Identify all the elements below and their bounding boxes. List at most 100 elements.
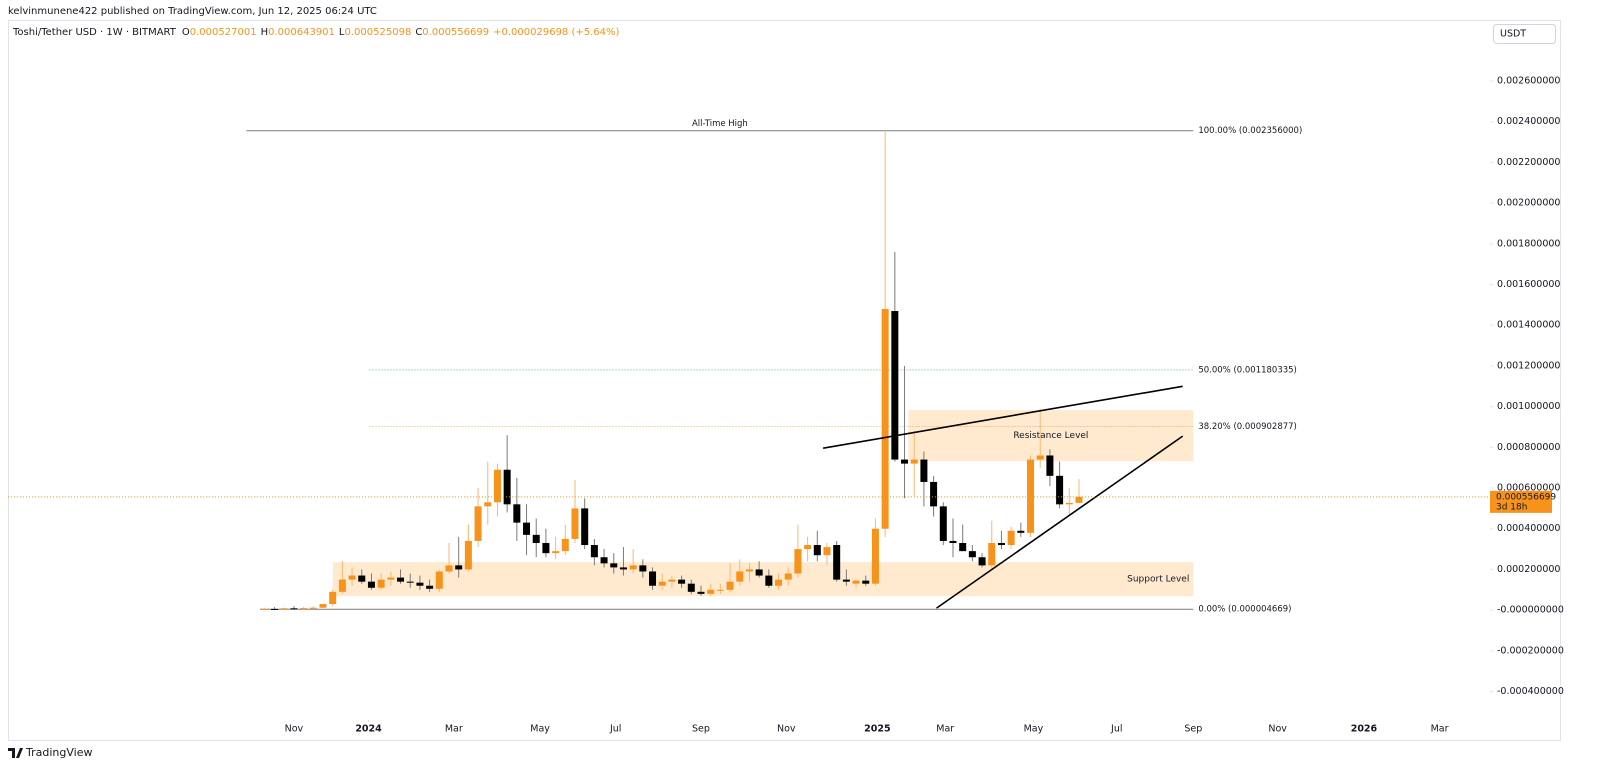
fib-label: 50.00% (0.001180335) <box>1198 365 1297 375</box>
candle-body <box>930 481 938 507</box>
candle-body <box>687 583 695 592</box>
candle-body <box>833 545 841 580</box>
y-tick-label: -0.000200000 <box>1497 645 1564 656</box>
candle-body <box>678 579 686 584</box>
candle-body <box>813 545 821 556</box>
x-tick-label: 2024 <box>355 724 382 735</box>
zone-label: Resistance Level <box>1013 431 1088 441</box>
candle-body <box>271 608 279 610</box>
candle-body <box>513 504 521 523</box>
candle-body <box>300 608 308 610</box>
x-tick-label: Nov <box>1268 724 1287 735</box>
candle-body <box>445 565 453 572</box>
candle-body <box>1046 455 1054 476</box>
candle-body <box>988 542 996 566</box>
candle-body <box>726 581 734 590</box>
candle-body <box>503 469 511 505</box>
publish-note: kelvinmunene422 published on TradingView… <box>8 6 377 17</box>
candle-body <box>358 575 366 582</box>
candle-body <box>532 534 540 543</box>
candle-body <box>590 545 598 558</box>
y-tick-label: 0.001400000 <box>1497 320 1560 331</box>
x-tick-label: May <box>530 724 550 735</box>
y-tick-label: 0.000400000 <box>1497 523 1560 534</box>
candle-body <box>901 459 909 464</box>
candle-body <box>474 506 482 541</box>
candle-body <box>697 591 705 594</box>
ohlc-label: H <box>261 27 269 38</box>
candle-body <box>464 540 472 570</box>
x-tick-label: Mar <box>1431 724 1449 735</box>
candle-body <box>755 569 763 576</box>
candle-body <box>668 579 676 582</box>
zone <box>332 562 1194 597</box>
candle-body <box>804 545 812 550</box>
y-tick-label: 0.002000000 <box>1497 198 1560 209</box>
candle-body <box>338 579 346 592</box>
x-tick-label: 2025 <box>864 724 890 735</box>
candle-body <box>571 508 579 539</box>
candle-body <box>881 308 889 529</box>
currency-button[interactable]: USDT <box>1493 24 1556 44</box>
candle-body <box>455 565 463 570</box>
candle-body <box>397 577 405 582</box>
y-tick-label: 0.002200000 <box>1497 157 1560 168</box>
candle-body <box>707 589 715 594</box>
candle-body <box>387 577 395 580</box>
x-tick-label: Mar <box>445 724 463 735</box>
candle-body <box>959 542 967 552</box>
candle-body <box>649 571 657 586</box>
candle-body <box>1075 496 1083 503</box>
candle-body <box>765 575 773 586</box>
candle-body <box>978 557 986 566</box>
plot-area: Resistance Level Support Level 100.00% (0.… <box>8 119 1488 615</box>
candle-body <box>1027 459 1035 533</box>
candle-body <box>367 581 375 588</box>
price-tag-value: 0.000556699 <box>1496 492 1556 502</box>
candle-body <box>794 549 802 574</box>
candle-body <box>920 459 928 482</box>
candle-body <box>1017 530 1025 533</box>
candle-body <box>775 579 783 586</box>
legend: Toshi/Tether USD · 1W · BITMART O0.000527… <box>12 27 620 38</box>
zone-label: Support Level <box>1127 575 1189 585</box>
currency-label[interactable]: USDT <box>1500 29 1526 40</box>
candle-body <box>910 459 918 464</box>
ohlc-label: L <box>339 27 345 38</box>
y-tick-label: 0.002600000 <box>1497 76 1560 87</box>
trendline <box>822 385 1183 449</box>
candle-body <box>862 580 870 584</box>
candle-body <box>639 565 647 572</box>
trendline <box>936 435 1184 609</box>
candle-body <box>1065 502 1073 505</box>
x-tick-label: 2026 <box>1351 724 1378 735</box>
x-tick-label: Nov <box>285 724 304 735</box>
candle-body <box>658 581 666 586</box>
ohlc-value: 0.000643901 <box>268 27 335 38</box>
y-tick-label: 0.001200000 <box>1497 360 1560 371</box>
x-tick-label: May <box>1024 724 1044 735</box>
candle-body <box>871 528 879 584</box>
candle-body <box>823 547 831 556</box>
candle-body <box>997 542 1005 546</box>
candle-body <box>416 582 424 586</box>
y-tick-label: 0.000800000 <box>1497 442 1560 453</box>
candle-body <box>716 589 724 591</box>
logo-text: TradingView <box>25 746 92 759</box>
candle-body <box>852 580 860 584</box>
logo: TradingView <box>8 746 92 759</box>
candle-body <box>280 608 288 610</box>
candle-body <box>329 591 337 605</box>
ohlc-value: 0.000556699 <box>422 27 489 38</box>
y-tick-label: 0.002400000 <box>1497 116 1560 127</box>
candle-body <box>493 469 501 503</box>
candle-body <box>600 557 608 564</box>
candle-body <box>1056 475 1064 505</box>
currency-button-box[interactable] <box>1493 24 1556 44</box>
x-tick-label: Mar <box>936 724 954 735</box>
candle-body <box>619 567 627 570</box>
candle-body <box>629 565 637 570</box>
y-tick-label: 0.000200000 <box>1497 564 1560 575</box>
